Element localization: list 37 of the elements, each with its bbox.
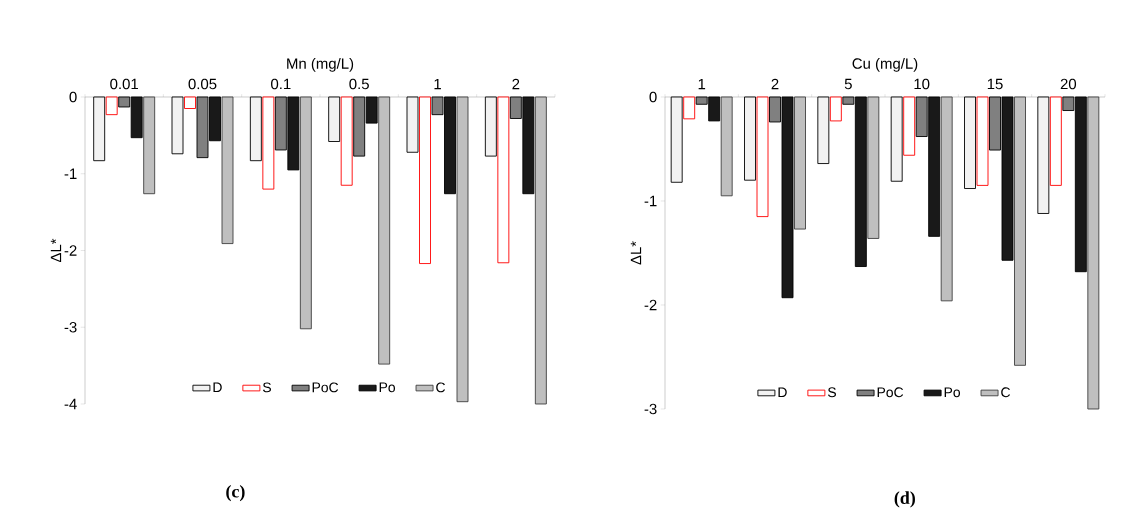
x-tick-label: 0.05 — [188, 78, 217, 90]
legend-label: C — [1001, 387, 1011, 398]
legend-label: Po — [379, 382, 396, 393]
x-tick-label: 5 — [844, 78, 852, 90]
y-tick-label: -2 — [644, 299, 657, 311]
legend-label: Po — [944, 387, 961, 398]
legend-label: PoC — [312, 382, 339, 393]
x-tick-label: 2 — [771, 78, 779, 90]
y-axis-title: ΔL* — [630, 241, 642, 265]
y-tick-label: -4 — [64, 398, 77, 410]
legend-label: S — [262, 382, 271, 393]
x-axis-title: Mn (mg/L) — [287, 57, 354, 72]
y-tick-label: -3 — [644, 403, 657, 415]
x-tick-label: 1 — [698, 78, 706, 90]
legend-label: D — [778, 387, 787, 398]
text: (d) — [894, 491, 915, 508]
legend-label: PoC — [877, 387, 904, 398]
y-tick-label: -2 — [64, 245, 77, 256]
y-tick-label: 0 — [649, 91, 657, 103]
x-tick-label: 20 — [1060, 78, 1077, 90]
x-tick-label: 0.5 — [349, 78, 369, 90]
legend-label: C — [436, 382, 446, 393]
y-tick-label: -1 — [644, 195, 657, 207]
x-tick-label: 1 — [434, 78, 441, 90]
x-tick-label: 10 — [914, 78, 930, 90]
y-axis-title: ΔL* — [50, 238, 62, 263]
text: (c) — [226, 484, 245, 502]
x-tick-label: 0.01 — [110, 78, 138, 90]
x-axis-title: Cu (mg/L) — [852, 57, 918, 72]
x-tick-label: 2 — [512, 78, 520, 90]
y-tick-label: 0 — [69, 91, 77, 103]
x-tick-label: 0.1 — [271, 78, 291, 90]
y-tick-label: -3 — [64, 321, 77, 333]
legend-label: S — [827, 387, 836, 398]
y-tick-label: -1 — [64, 168, 77, 179]
x-tick-label: 15 — [987, 78, 1003, 90]
legend-label: D — [213, 382, 222, 393]
